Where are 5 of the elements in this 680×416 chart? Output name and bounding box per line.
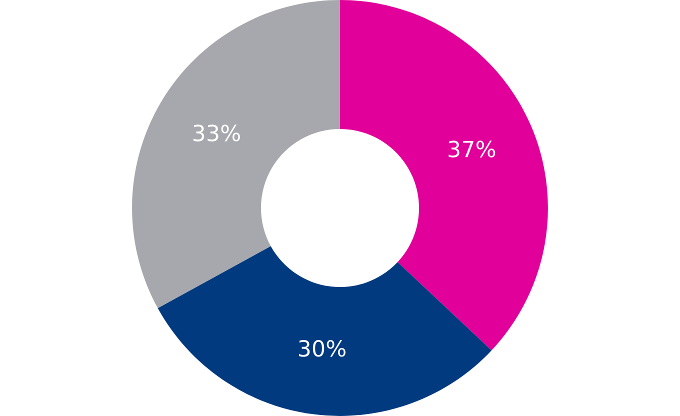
data-label: 37% [448, 140, 496, 158]
donut-slice [158, 246, 492, 416]
data-label: 30% [299, 340, 346, 357]
donut-slice [132, 0, 340, 308]
data-label: 33% [193, 124, 240, 142]
